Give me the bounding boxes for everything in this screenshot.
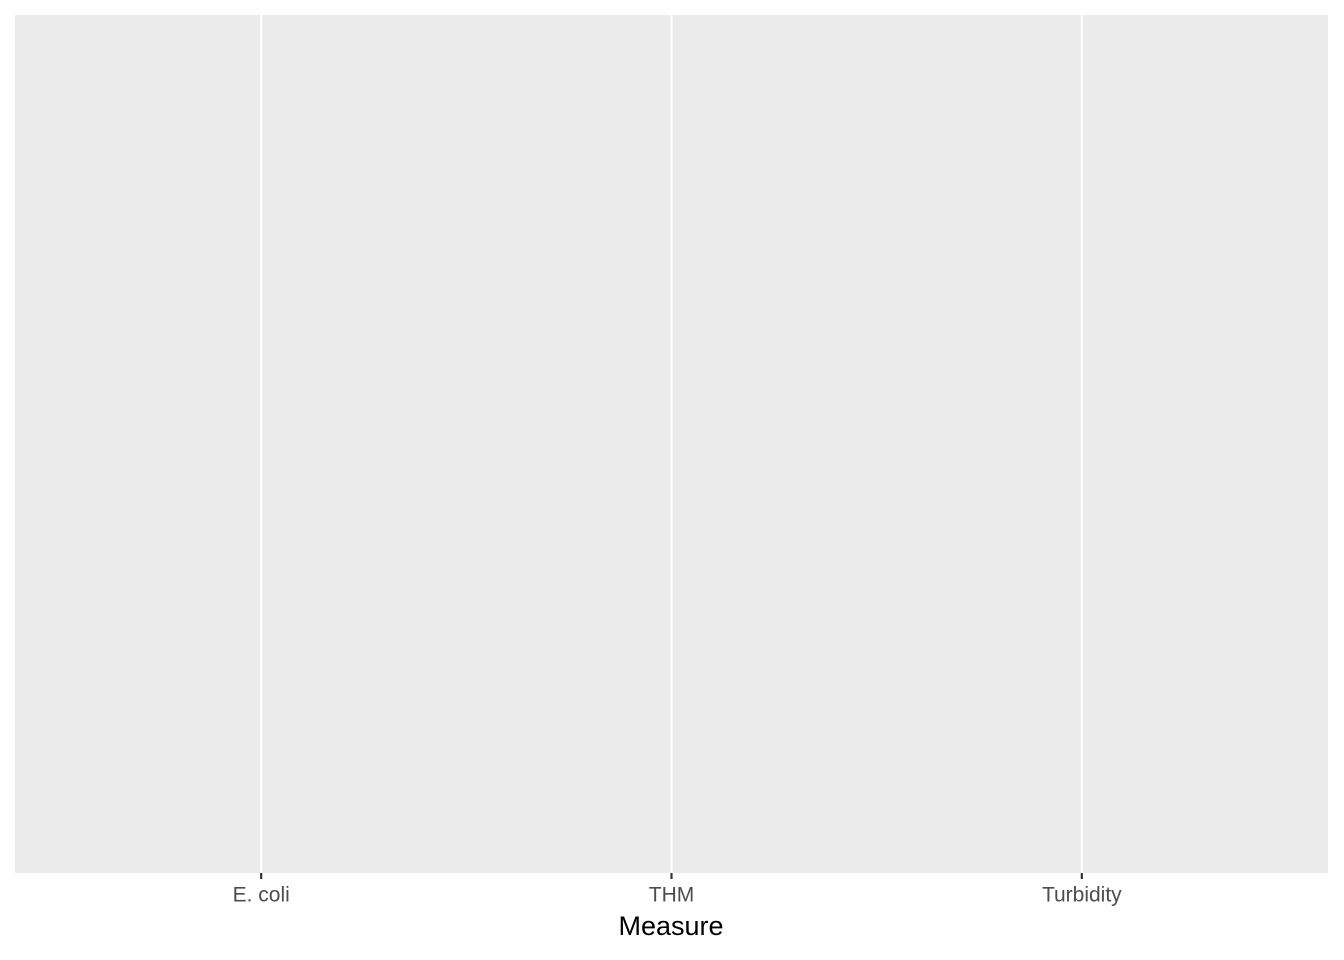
x-tick-label: Turbidity [1042, 884, 1122, 907]
x-axis-title: Measure [618, 911, 723, 941]
x-tick-label: E. coli [233, 884, 290, 907]
x-tick-label: THM [649, 884, 695, 907]
